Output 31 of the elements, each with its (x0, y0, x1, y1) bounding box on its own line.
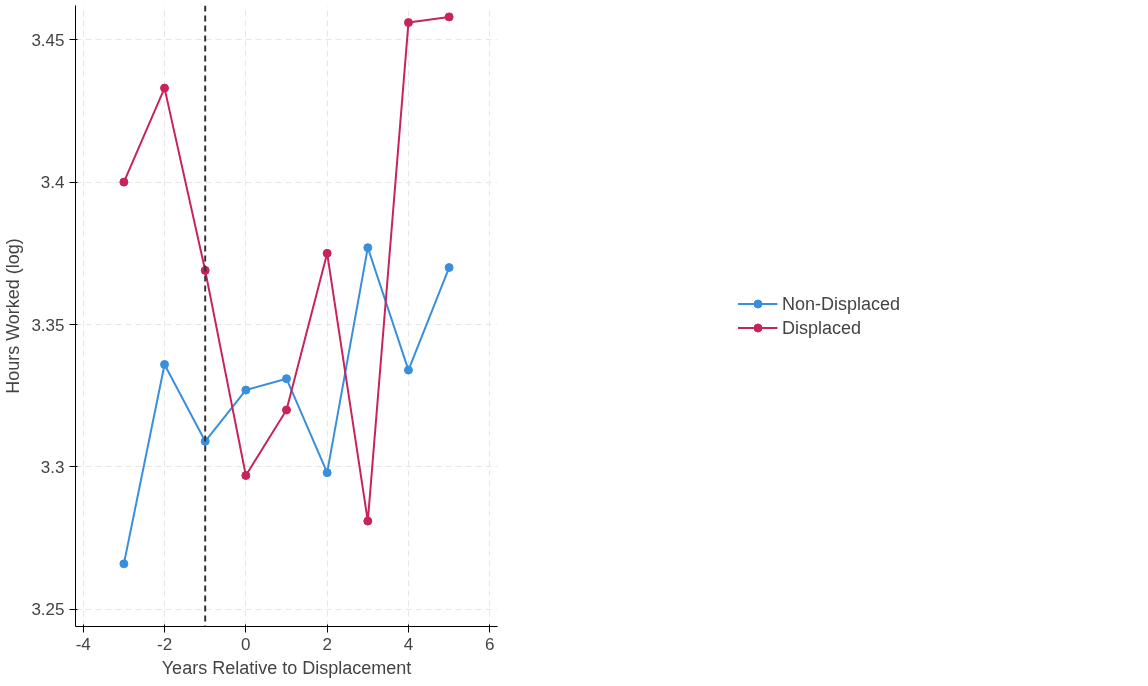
x-tick-label: 4 (403, 634, 414, 654)
x-tick-label: 2 (322, 634, 332, 654)
y-axis-title: Hours Worked (log) (3, 238, 24, 394)
point (282, 374, 291, 384)
point (363, 243, 373, 253)
point (119, 177, 129, 187)
x-tick-label: 0 (241, 634, 251, 654)
y-tick-label: 3.45 (31, 30, 65, 50)
point (322, 468, 332, 478)
point (241, 385, 251, 395)
y-tick-label: 3.25 (31, 600, 65, 620)
y-tick-label: 3.4 (40, 173, 65, 193)
point (160, 359, 170, 369)
point (322, 248, 332, 258)
y-tick-label: 3.35 (31, 315, 65, 335)
point (160, 83, 170, 93)
x-tick-label: -4 (75, 634, 91, 654)
legend-label: Non-Displaced (781, 293, 901, 314)
point (119, 559, 129, 569)
x-tick-label: -2 (156, 634, 173, 654)
legend-label: Displaced (781, 317, 862, 338)
x-axis-title: Years Relative to Displacement (161, 657, 412, 678)
point (444, 263, 454, 273)
point (282, 405, 291, 415)
point (363, 516, 373, 526)
point (403, 365, 413, 375)
point (444, 12, 454, 22)
x-tick-label: 6 (485, 634, 495, 654)
point (241, 471, 251, 481)
y-tick-label: 3.3 (40, 457, 65, 477)
point (403, 18, 413, 28)
